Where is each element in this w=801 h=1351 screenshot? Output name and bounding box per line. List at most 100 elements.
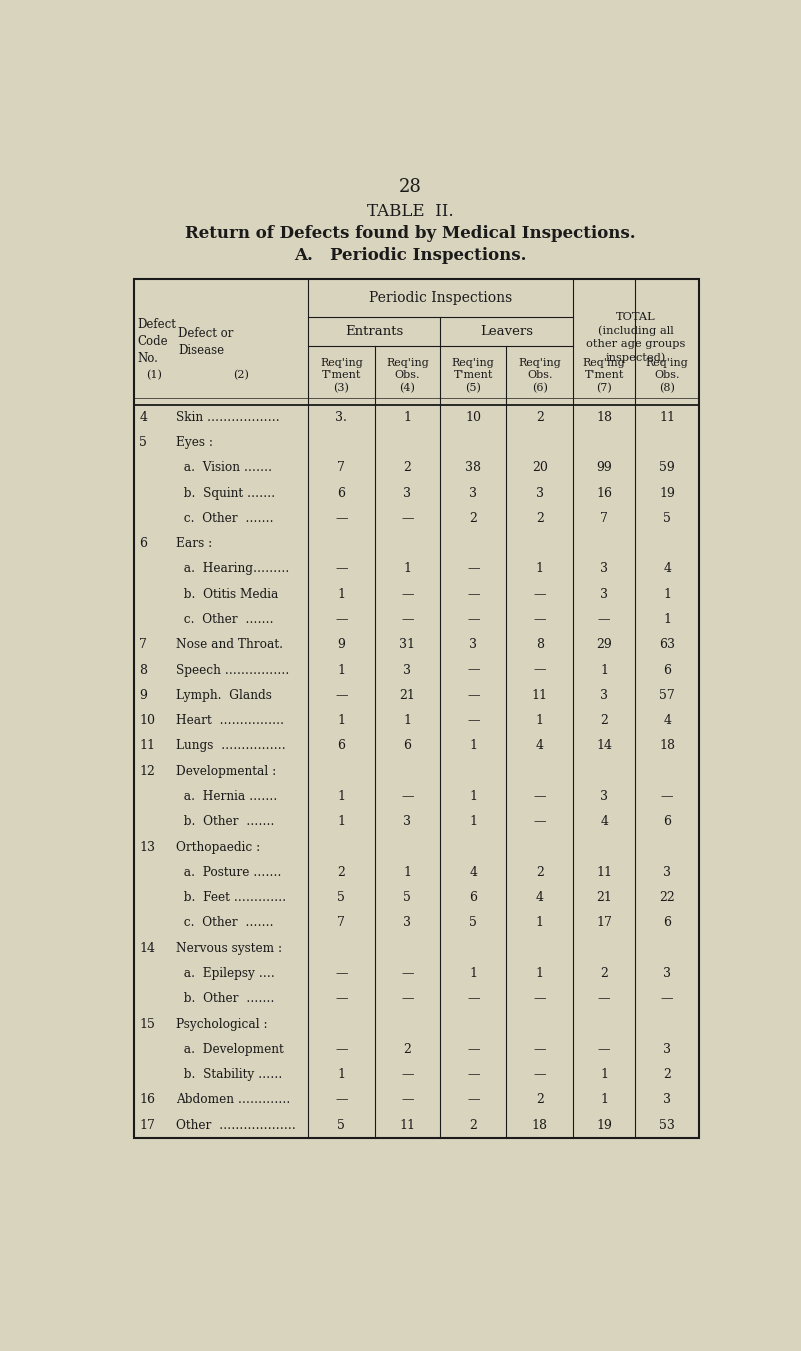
Text: 1: 1 [337, 588, 345, 601]
Text: b.  Otitis Media: b. Otitis Media [176, 588, 278, 601]
Text: 6: 6 [337, 739, 345, 753]
Text: 3: 3 [404, 486, 412, 500]
Text: 59: 59 [659, 461, 675, 474]
Text: Req'ing
T'ment
(7): Req'ing T'ment (7) [583, 358, 626, 393]
Text: 63: 63 [659, 638, 675, 651]
Text: c.  Other  …….: c. Other ……. [176, 613, 273, 626]
Text: Periodic Inspections: Periodic Inspections [369, 290, 513, 305]
Text: —: — [335, 689, 348, 701]
Text: 11: 11 [400, 1119, 416, 1132]
Text: b.  Stability ……: b. Stability …… [176, 1069, 282, 1081]
Text: 18: 18 [659, 739, 675, 753]
Text: 2: 2 [536, 512, 544, 524]
Text: 3: 3 [404, 663, 412, 677]
Text: 9: 9 [139, 689, 147, 701]
Text: —: — [533, 790, 546, 802]
Text: 2: 2 [337, 866, 345, 880]
Text: 4: 4 [600, 815, 608, 828]
Text: —: — [335, 1043, 348, 1056]
Text: 3: 3 [404, 815, 412, 828]
Text: 9: 9 [337, 638, 345, 651]
Text: —: — [335, 1093, 348, 1106]
Text: —: — [335, 562, 348, 576]
Text: 4: 4 [536, 892, 544, 904]
Text: —: — [467, 1069, 480, 1081]
Text: 22: 22 [659, 892, 675, 904]
Text: 5: 5 [337, 892, 345, 904]
Text: 3: 3 [663, 967, 671, 979]
Text: 3: 3 [663, 1093, 671, 1106]
Text: —: — [533, 815, 546, 828]
Text: —: — [467, 1093, 480, 1106]
Text: 29: 29 [596, 638, 612, 651]
Text: 53: 53 [659, 1119, 675, 1132]
Text: Lungs  …………….: Lungs ……………. [176, 739, 285, 753]
Text: 1: 1 [337, 715, 345, 727]
Text: 3: 3 [600, 562, 608, 576]
Text: 1: 1 [536, 715, 544, 727]
Text: —: — [401, 512, 413, 524]
Text: 1: 1 [404, 715, 412, 727]
Text: 1: 1 [337, 815, 345, 828]
Text: 21: 21 [596, 892, 612, 904]
Text: Ears :: Ears : [176, 538, 212, 550]
Text: 2: 2 [469, 1119, 477, 1132]
Text: 4: 4 [663, 562, 671, 576]
Text: 2: 2 [600, 967, 608, 979]
Text: 38: 38 [465, 461, 481, 474]
Text: Skin ………………: Skin ……………… [176, 411, 280, 424]
Text: Return of Defects found by Medical Inspections.: Return of Defects found by Medical Inspe… [185, 226, 636, 242]
Text: 13: 13 [139, 840, 155, 854]
Text: Nervous system :: Nervous system : [176, 942, 282, 955]
Text: TOTAL
(including all
other age groups
inspected): TOTAL (including all other age groups in… [586, 312, 686, 363]
Text: —: — [401, 1069, 413, 1081]
Text: 1: 1 [404, 866, 412, 880]
Text: 28: 28 [399, 178, 422, 196]
Text: —: — [401, 967, 413, 979]
Text: 4: 4 [663, 715, 671, 727]
Text: 10: 10 [465, 411, 481, 424]
Text: 6: 6 [663, 663, 671, 677]
Text: 6: 6 [139, 538, 147, 550]
Text: Heart  …………….: Heart ……………. [176, 715, 284, 727]
Text: 1: 1 [337, 663, 345, 677]
Text: 7: 7 [139, 638, 147, 651]
Text: Req'ing
T'ment
(5): Req'ing T'ment (5) [452, 358, 494, 393]
Text: 5: 5 [139, 436, 147, 449]
Text: 1: 1 [469, 967, 477, 979]
Text: Req'ing
Obs.
(8): Req'ing Obs. (8) [646, 358, 689, 393]
Text: 19: 19 [596, 1119, 612, 1132]
Text: —: — [467, 992, 480, 1005]
Text: 3: 3 [469, 638, 477, 651]
Text: 3.: 3. [336, 411, 348, 424]
Text: Req'ing
Obs.
(4): Req'ing Obs. (4) [386, 358, 429, 393]
Text: 6: 6 [663, 916, 671, 929]
Text: Req'ing
Obs.
(6): Req'ing Obs. (6) [518, 358, 561, 393]
Text: —: — [661, 790, 674, 802]
Text: —: — [467, 562, 480, 576]
Text: 1: 1 [536, 562, 544, 576]
Text: 15: 15 [139, 1017, 155, 1031]
Text: 5: 5 [663, 512, 671, 524]
Text: 14: 14 [139, 942, 155, 955]
Text: Defect or
Disease: Defect or Disease [179, 327, 234, 357]
Text: Speech …………….: Speech ……………. [176, 663, 289, 677]
Text: 19: 19 [659, 486, 675, 500]
Text: 31: 31 [400, 638, 416, 651]
Text: 20: 20 [532, 461, 548, 474]
Text: 3: 3 [469, 486, 477, 500]
Text: —: — [533, 1069, 546, 1081]
Text: 16: 16 [596, 486, 612, 500]
Text: —: — [467, 689, 480, 701]
Text: 6: 6 [663, 815, 671, 828]
Text: 2: 2 [404, 1043, 412, 1056]
Text: a.  Posture …….: a. Posture ……. [176, 866, 281, 880]
Text: 3: 3 [536, 486, 544, 500]
Text: 21: 21 [400, 689, 416, 701]
Text: 8: 8 [139, 663, 147, 677]
Text: 2: 2 [663, 1069, 671, 1081]
Text: 3: 3 [600, 588, 608, 601]
Text: 17: 17 [596, 916, 612, 929]
Text: 2: 2 [536, 1093, 544, 1106]
Text: a.  Development: a. Development [176, 1043, 284, 1056]
